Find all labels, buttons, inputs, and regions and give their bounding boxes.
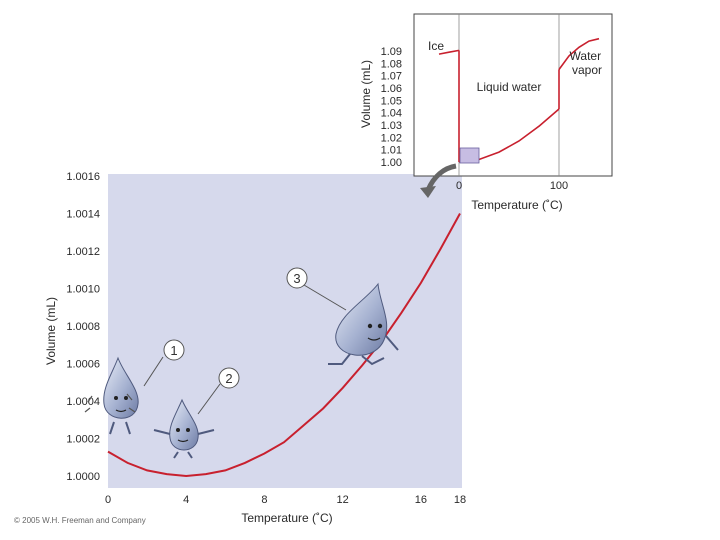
phase-label-water-vapor: Water vapor [570,49,605,77]
main-x-tick-label: 4 [183,494,189,506]
main-y-tick-label: 1.0016 [66,171,100,183]
main-y-tick-label: 1.0014 [66,209,100,221]
main-y-tick-label: 1.0000 [66,471,100,483]
inset-volume-curves [438,37,600,163]
main-axis-ticks: 1.0000 1.0002 1.0004 1.0006 1.0008 1.0010 1.00… [66,171,466,506]
inset-y-tick-label: 1.07 [381,71,402,83]
phase-label-liquid-water: Liquid water [477,80,542,94]
main-y-tick-label: 1.0006 [66,359,100,371]
inset-chart: 1.001.011.021.031.041.051.061.071.081.09… [359,13,613,212]
inset-y-tick-label: 1.06 [381,83,402,95]
inset-y-tick-label: 1.00 [381,157,402,169]
phase-label-ice: Ice [428,39,444,53]
main-x-tick-label: 12 [337,494,349,506]
inset-y-tick-label: 1.09 [381,46,402,58]
inset-y-tick-label: 1.05 [381,95,402,107]
callout-3-label: 3 [293,271,300,286]
callout-2-circle [218,367,240,389]
droplet-2-illustration [153,398,215,459]
inset-axis-ticks: 1.001.011.021.031.041.051.061.071.081.09… [381,46,569,192]
main-volume-curve [107,213,461,478]
inset-zoom-box [459,147,480,164]
callout-1: 1 [143,339,185,387]
main-x-tick-label: 8 [261,494,267,506]
main-y-tick-label: 1.0004 [66,396,100,408]
main-data-points [107,213,461,477]
droplet-1-illustration [84,356,139,435]
inset-x-axis-label: Temperature (˚C) [471,198,562,212]
inset-curve-segment-2 [558,37,600,70]
callout-3: 3 [286,267,347,311]
main-plot-background [108,174,462,488]
inset-plot-frame [413,13,613,177]
callout-1-circle [163,339,185,361]
droplet-3-illustration [328,282,399,366]
callout-2: 2 [197,367,240,415]
inset-y-tick-label: 1.08 [381,58,402,70]
main-y-axis-label: Volume (mL) [44,297,58,365]
main-y-tick-label: 1.0008 [66,321,100,333]
main-x-tick-label: 0 [105,494,111,506]
callout-2-label: 2 [225,371,232,386]
zoom-arrow-head [420,186,436,198]
callout-1-label: 1 [170,343,177,358]
callout-3-circle [286,267,308,289]
inset-x-tick-label: 0 [456,180,462,192]
main-y-tick-label: 1.0012 [66,246,100,258]
main-chart: 1.0000 1.0002 1.0004 1.0006 1.0008 1.0010 1.00… [44,171,466,525]
inset-curve-segment-0 [438,49,460,55]
inset-x-tick-label: 100 [550,180,568,192]
inset-y-tick-label: 1.02 [381,132,402,144]
inset-y-tick-label: 1.01 [381,145,402,157]
inset-y-axis-label: Volume (mL) [359,60,373,128]
inset-y-tick-label: 1.04 [381,108,402,120]
zoom-arrow [425,163,457,192]
inset-y-tick-label: 1.03 [381,120,402,132]
main-x-axis-label: Temperature (˚C) [241,511,332,525]
copyright-notice: © 2005 W.H. Freeman and Company [14,516,146,525]
main-x-tick-label: 18 [454,494,466,506]
main-x-tick-label: 16 [415,494,427,506]
main-y-tick-label: 1.0010 [66,284,100,296]
main-y-tick-label: 1.0002 [66,434,100,446]
